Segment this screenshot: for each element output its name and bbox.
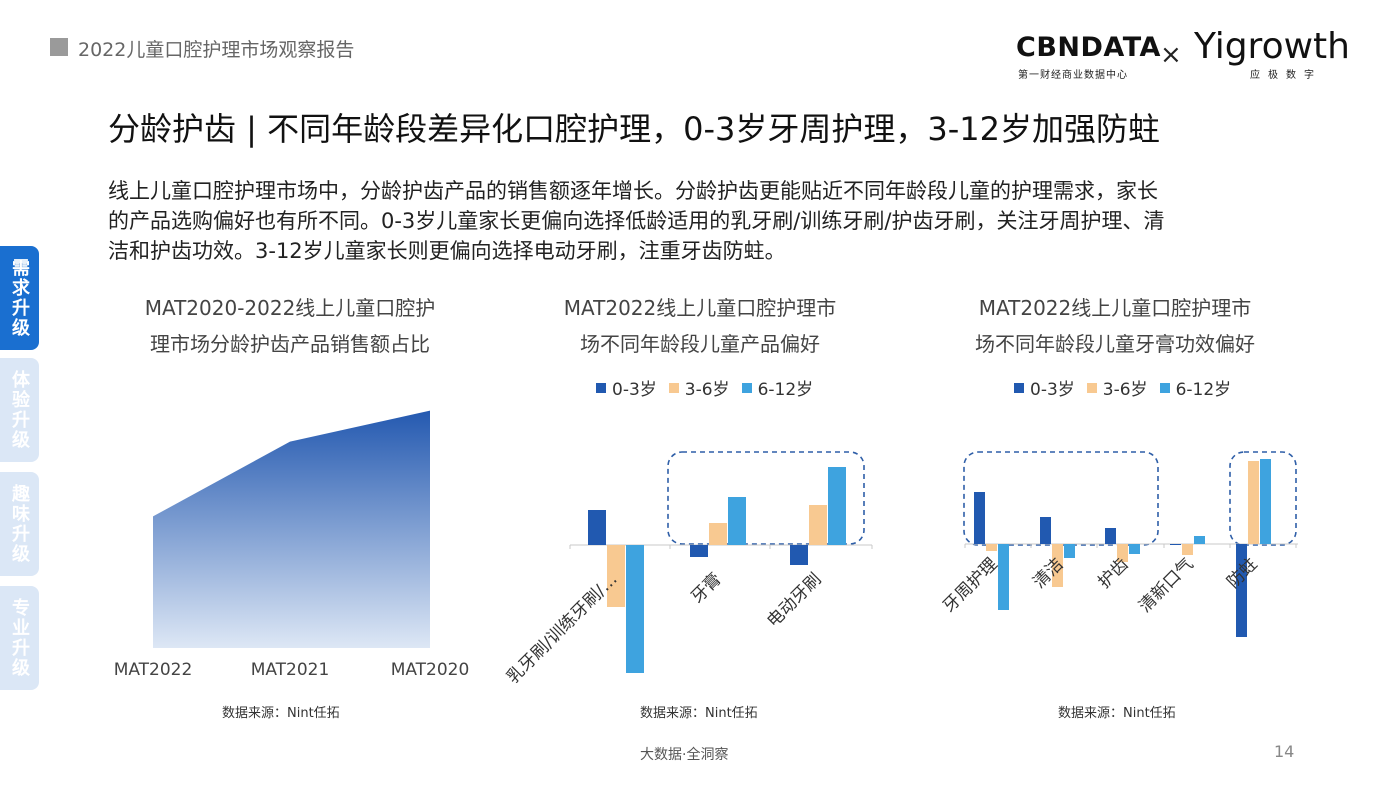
bar-0-3岁 <box>1040 517 1051 544</box>
chart2-title-line2: 场不同年龄段儿童产品偏好 <box>580 332 820 356</box>
legend-item: 6-12岁 <box>741 375 814 400</box>
legend-swatch <box>668 382 679 393</box>
side-tab-professional[interactable]: 专业升级 <box>0 586 39 690</box>
legend-item: 6-12岁 <box>1159 375 1232 400</box>
legend-swatch <box>596 382 606 393</box>
bar-0-3岁 <box>1236 544 1247 637</box>
bar-3-6岁 <box>1052 544 1063 587</box>
legend-swatch <box>1159 382 1170 393</box>
summary-line-3: 洁和护齿功效。3-12岁儿童家长则更偏向选择电动牙刷，注重牙齿防蛀。 <box>108 239 786 263</box>
legend-label: 6-12岁 <box>757 380 814 400</box>
bar-6-12岁 <box>1260 459 1271 544</box>
bar-3-6岁 <box>1248 461 1259 544</box>
bar-6-12岁 <box>728 497 746 545</box>
bar-6-12岁 <box>998 544 1009 610</box>
bar-0-3岁 <box>1105 528 1116 544</box>
page-number: 14 <box>1274 742 1295 761</box>
chart3-title: MAT2022线上儿童口腔护理市 场不同年龄段儿童牙膏功效偏好 <box>950 290 1280 362</box>
x-tick-label: MAT2020 <box>391 660 470 680</box>
bar-3-6岁 <box>1117 544 1128 562</box>
summary-line-1: 线上儿童口腔护理市场中，分龄护齿产品的销售额逐年增长。分龄护齿更能贴近不同年龄段… <box>108 179 1158 203</box>
category-label: 乳牙刷/训练牙刷/… <box>503 569 621 687</box>
bar-3-6岁 <box>709 523 727 545</box>
legend-item: 0-3岁 <box>596 375 657 400</box>
chart3-title-line1: MAT2022线上儿童口腔护理市 <box>978 296 1252 320</box>
legend-item: 3-6岁 <box>668 375 730 400</box>
chart1-title-line2: 理市场分龄护齿产品销售额占比 <box>150 332 430 356</box>
legend-item: 0-3岁 <box>1014 375 1075 400</box>
chart3-title-line2: 场不同年龄段儿童牙膏功效偏好 <box>975 332 1255 356</box>
chart1-area-chart: MAT2022 MAT2021 MAT2020 <box>114 410 470 680</box>
chart1-title: MAT2020-2022线上儿童口腔护 理市场分龄护齿产品销售额占比 <box>120 290 460 362</box>
chart3-bar-chart: 牙周护理 清洁 护齿 清新口气 防蛀 <box>940 451 1298 637</box>
bar-6-12岁 <box>1064 544 1075 558</box>
yigrowth-logo: Yigrowth <box>1194 26 1350 67</box>
legend-item: 3-6岁 <box>1086 375 1148 400</box>
chart2-title: MAT2022线上儿童口腔护理市 场不同年龄段儿童产品偏好 <box>540 290 860 362</box>
legend-label: 3-6岁 <box>684 380 730 400</box>
chart1-source: 数据来源：Nint任拓 <box>222 706 340 721</box>
bar-0-3岁 <box>588 510 606 545</box>
side-tab-fun[interactable]: 趣味升级 <box>0 472 39 576</box>
summary-line-2: 的产品选购偏好也有所不同。0-3岁儿童家长更偏向选择低龄适用的乳牙刷/训练牙刷/… <box>108 209 1165 233</box>
category-label: 清新口气 <box>1135 554 1197 616</box>
bar-0-3岁 <box>1170 544 1181 545</box>
bar-0-3岁 <box>974 492 985 544</box>
cbndata-logo: CBNDATA <box>1016 32 1161 63</box>
report-title: 2022儿童口腔护理市场观察报告 <box>78 39 355 61</box>
x-tick-label: MAT2022 <box>114 660 193 680</box>
bar-6-12岁 <box>1194 536 1205 544</box>
legend-swatch <box>1086 382 1097 393</box>
chart2-title-line1: MAT2022线上儿童口腔护理市 <box>563 296 837 320</box>
logo-separator: × <box>1160 40 1182 70</box>
bar-3-6岁 <box>809 505 827 545</box>
chart3-legend: 0-3岁 3-6岁 6-12岁 <box>1014 375 1231 400</box>
chart1-title-line1: MAT2020-2022线上儿童口腔护 <box>144 296 436 320</box>
legend-swatch <box>741 382 752 393</box>
bar-3-6岁 <box>1182 544 1193 555</box>
chart2-source: 数据来源：Nint任拓 <box>640 706 758 721</box>
highlight-box <box>667 451 865 545</box>
side-tab-experience[interactable]: 体验升级 <box>0 358 39 462</box>
bar-3-6岁 <box>607 545 625 607</box>
yigrowth-logo-subtitle: 应极数字 <box>1250 70 1322 81</box>
cbndata-logo-subtitle: 第一财经商业数据中心 <box>1018 70 1128 81</box>
chart2-legend: 0-3岁 3-6岁 6-12岁 <box>596 375 813 400</box>
page-title: 分龄护齿 | 不同年龄段差异化口腔护理，0-3岁牙周护理，3-12岁加强防蛀 <box>108 110 1161 148</box>
chart2-bar-chart: 乳牙刷/训练牙刷/… 牙膏 电动牙刷 <box>503 451 873 688</box>
bar-6-12岁 <box>1129 544 1140 554</box>
bar-3-6岁 <box>986 544 997 551</box>
legend-label: 6-12岁 <box>1175 380 1232 400</box>
category-label: 牙周护理 <box>940 554 1002 616</box>
legend-label: 0-3岁 <box>612 380 657 400</box>
bar-0-3岁 <box>790 545 808 565</box>
category-label: 电动牙刷 <box>763 569 825 631</box>
category-label: 牙膏 <box>687 569 726 608</box>
legend-swatch <box>1014 382 1024 393</box>
highlight-box <box>1229 451 1297 546</box>
bar-6-12岁 <box>626 545 644 673</box>
side-tab-demand[interactable]: 需求升级 <box>0 246 39 350</box>
bar-6-12岁 <box>828 467 846 545</box>
summary-paragraph: 线上儿童口腔护理市场中，分龄护齿产品的销售额逐年增长。分龄护齿更能贴近不同年龄段… <box>108 176 1308 266</box>
footer-slogan: 大数据·全洞察 <box>640 747 729 763</box>
chart3-source: 数据来源：Nint任拓 <box>1058 706 1176 721</box>
header-marker <box>50 38 68 56</box>
area-series <box>153 410 430 648</box>
x-tick-label: MAT2021 <box>251 660 330 680</box>
bar-0-3岁 <box>690 545 708 557</box>
category-label: 防蛀 <box>1223 554 1261 592</box>
legend-label: 3-6岁 <box>1102 380 1148 400</box>
legend-label: 0-3岁 <box>1030 380 1075 400</box>
highlight-box <box>963 451 1159 546</box>
